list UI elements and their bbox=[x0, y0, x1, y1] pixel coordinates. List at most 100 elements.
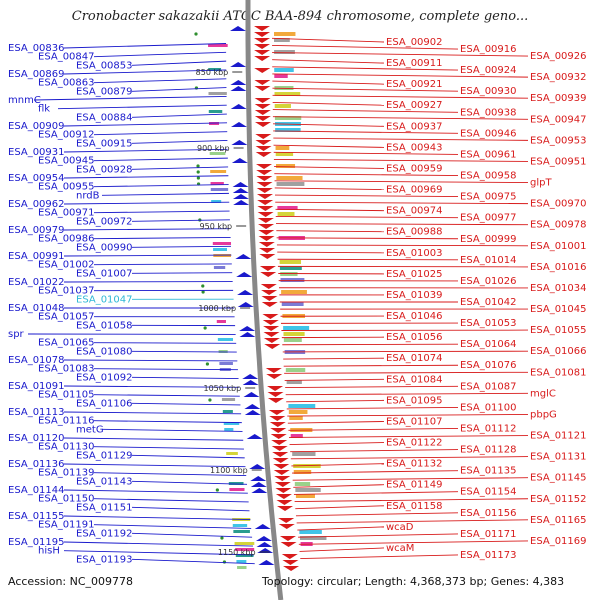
gene-label-right: wcaM bbox=[386, 543, 414, 554]
feature-bar bbox=[211, 200, 222, 203]
gene-label-right: ESA_00911 bbox=[386, 58, 443, 69]
gene-arrow-right bbox=[282, 560, 299, 565]
gene-arrow-left bbox=[243, 392, 260, 397]
gene-label-right: ESA_01165 bbox=[530, 515, 587, 526]
connector-left bbox=[131, 454, 245, 459]
gene-arrow-right bbox=[254, 104, 271, 109]
gene-label-left: flk bbox=[38, 104, 50, 115]
feature-bar bbox=[274, 116, 302, 120]
gene-label-right: ESA_01152 bbox=[530, 494, 587, 505]
gene-label-right: ESA_00927 bbox=[386, 100, 443, 111]
feature-bar bbox=[293, 464, 321, 468]
gene-arrow-right bbox=[275, 494, 292, 499]
gene-label-right: ESA_01173 bbox=[460, 550, 517, 561]
feature-bar bbox=[209, 152, 226, 155]
gene-label-right: ESA_01112 bbox=[460, 423, 517, 434]
gene-label-right: ESA_01128 bbox=[460, 445, 517, 456]
gene-label-right: ESA_00939 bbox=[530, 93, 587, 104]
gene-arrow-right bbox=[255, 122, 272, 127]
connector-left bbox=[63, 69, 227, 75]
gene-label-right: ESA_00921 bbox=[386, 79, 443, 90]
gene-label-right: ESA_00974 bbox=[386, 206, 443, 217]
gene-arrow-left bbox=[230, 80, 247, 85]
feature-bar bbox=[213, 266, 226, 269]
gene-label-right: ESA_01158 bbox=[386, 501, 443, 512]
feature-bar bbox=[276, 164, 296, 168]
gene-label-left: ESA_01192 bbox=[76, 528, 133, 539]
connector-right bbox=[274, 166, 385, 169]
gene-arrow-right bbox=[270, 434, 287, 439]
connector-left bbox=[93, 263, 232, 266]
gene-label-left: ESA_00945 bbox=[38, 156, 95, 167]
gene-arrow-right bbox=[258, 224, 275, 229]
gene-label-left: ESA_01193 bbox=[76, 554, 133, 565]
gene-arrow-right bbox=[257, 212, 274, 217]
gene-label-right: ESA_01100 bbox=[460, 402, 517, 413]
feature-bar bbox=[289, 416, 303, 420]
connector-right bbox=[272, 73, 529, 78]
connector-left bbox=[93, 342, 237, 344]
gene-arrow-right bbox=[266, 374, 283, 379]
gene-label-right: ESA_00969 bbox=[386, 185, 443, 196]
gene-label-left: ESA_00955 bbox=[38, 182, 95, 193]
gene-arrow-left bbox=[233, 200, 250, 205]
connector-left bbox=[63, 411, 242, 415]
gene-label-right: ESA_01001 bbox=[530, 241, 587, 252]
connector-left bbox=[131, 480, 248, 485]
connector-right bbox=[295, 505, 385, 510]
gene-label-right: mglC bbox=[530, 388, 556, 399]
feature-bar bbox=[219, 362, 233, 365]
connector-right bbox=[286, 406, 459, 410]
gene-label-left: ESA_00962 bbox=[8, 199, 65, 210]
gene-label-right: ESA_00977 bbox=[460, 213, 517, 224]
gene-label-right: ESA_01095 bbox=[386, 395, 443, 406]
connector-right bbox=[291, 463, 385, 467]
gene-label-right: ESA_00916 bbox=[460, 44, 517, 55]
marker-dot bbox=[208, 398, 212, 402]
gene-label-right: ESA_01064 bbox=[460, 339, 517, 350]
gene-label-right: ESA_00975 bbox=[460, 192, 517, 203]
connector-right bbox=[275, 208, 385, 212]
gene-arrow-right bbox=[267, 392, 284, 397]
gene-arrow-right bbox=[267, 398, 284, 403]
gene-arrow-right bbox=[263, 332, 280, 337]
gene-arrow-right bbox=[263, 338, 280, 343]
gene-label-right: ESA_01053 bbox=[460, 318, 517, 329]
gene-arrow-right bbox=[279, 536, 296, 541]
feature-bar bbox=[275, 128, 301, 132]
gene-label-left: ESA_01002 bbox=[38, 260, 95, 271]
connector-left bbox=[131, 60, 227, 66]
gene-label-right: ESA_00946 bbox=[460, 128, 517, 139]
chromosome-backbone bbox=[245, 0, 284, 600]
gene-label-right: ESA_01055 bbox=[530, 325, 587, 336]
gene-label-right: ESA_00999 bbox=[460, 234, 517, 245]
gene-arrow-right bbox=[265, 368, 282, 373]
gene-arrow-right bbox=[255, 140, 272, 145]
gene-label-left: ESA_00836 bbox=[8, 43, 65, 54]
connector-right bbox=[272, 44, 459, 50]
connector-right bbox=[273, 123, 385, 127]
feature-bar bbox=[221, 398, 236, 401]
connector-left bbox=[131, 245, 231, 248]
gene-label-right: ESA_01042 bbox=[460, 297, 517, 308]
feature-bar bbox=[226, 452, 238, 455]
connector-right bbox=[276, 230, 385, 233]
connector-right bbox=[274, 173, 459, 176]
tick-label: 1150 kbp bbox=[218, 548, 256, 557]
feature-bar bbox=[281, 302, 304, 306]
gene-label-left: ESA_01130 bbox=[38, 442, 95, 453]
connector-right bbox=[288, 428, 459, 431]
connector-right bbox=[272, 52, 529, 57]
gene-label-left: ESA_01022 bbox=[8, 277, 65, 288]
gene-label-right: ESA_01154 bbox=[460, 487, 517, 498]
connector-left bbox=[63, 515, 251, 521]
gene-label-left: ESA_00869 bbox=[8, 69, 65, 80]
gene-label-right: ESA_00959 bbox=[386, 163, 443, 174]
gene-features bbox=[194, 26, 327, 571]
label-connectors bbox=[27, 37, 529, 565]
feature-bar bbox=[224, 428, 234, 431]
connector-right bbox=[285, 385, 459, 388]
connector-right bbox=[273, 137, 529, 141]
gene-label-right: ESA_01074 bbox=[386, 353, 443, 364]
tick-label: 850 kbp bbox=[196, 68, 229, 77]
